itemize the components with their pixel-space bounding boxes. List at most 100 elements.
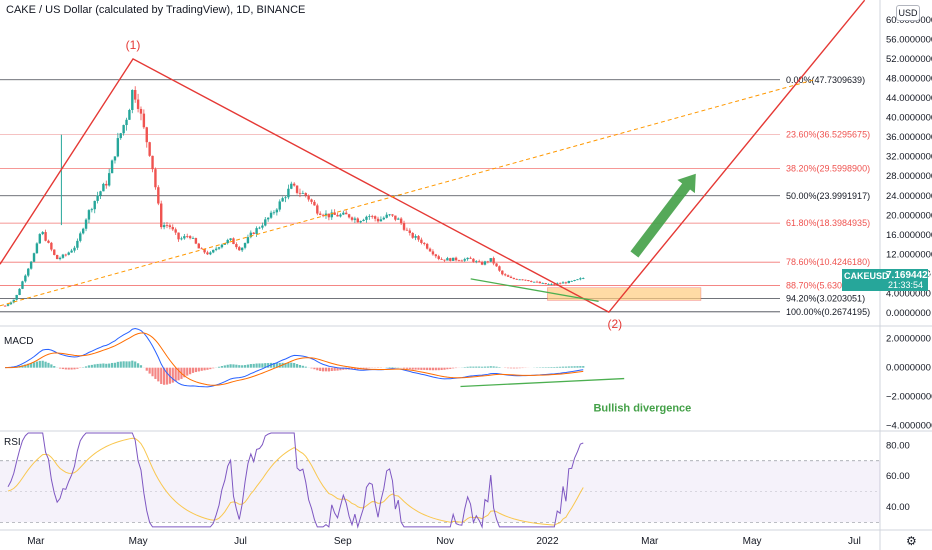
candle-body [168, 225, 172, 228]
candle-body [73, 247, 76, 251]
candle-body [371, 216, 374, 217]
macd-histogram-bar [238, 365, 241, 368]
candle-body [527, 280, 530, 282]
price-y-tick-label: 12.0000000 [886, 249, 932, 260]
candle-body [272, 212, 276, 214]
candle-body [385, 214, 388, 218]
macd-divergence-line [460, 377, 625, 388]
candle-body [310, 199, 313, 202]
candle-body [466, 257, 469, 260]
macd-histogram-bar [365, 367, 368, 369]
macd-histogram-bar [229, 364, 232, 368]
fib-level-label: 88.70%(5.6308000) [786, 281, 865, 291]
candle-body [110, 160, 114, 174]
macd-histogram-bar [582, 366, 585, 368]
candle-body [480, 261, 484, 265]
candle-body [498, 266, 501, 271]
price-y-tick-label: 20.0000000 [886, 210, 932, 221]
candle-body [136, 99, 140, 109]
macd-histogram-bar [163, 367, 166, 385]
candle-body [9, 302, 13, 305]
macd-histogram-bar [116, 361, 119, 368]
macd-histogram-bar [206, 367, 209, 370]
macd-histogram-bar [128, 361, 131, 368]
macd-histogram-bar [475, 366, 478, 368]
candle-body [457, 260, 461, 262]
candle-body [570, 280, 573, 282]
candle-body [316, 205, 319, 214]
candle-body [99, 191, 102, 196]
candle-body [125, 119, 128, 126]
macd-histogram-bar [61, 367, 65, 370]
macd-histogram-bar [183, 367, 186, 378]
macd-histogram-bar [73, 367, 76, 370]
candle-body [79, 233, 82, 241]
macd-histogram-bar [301, 365, 304, 368]
macd-histogram-bar [243, 365, 247, 368]
candle-body [399, 218, 403, 224]
candle-body [582, 278, 585, 279]
candle-body [573, 280, 576, 281]
macd-histogram-bar [174, 367, 177, 382]
settings-gear-icon[interactable]: ⚙ [906, 534, 917, 548]
candle-body [24, 275, 27, 282]
macd-histogram-bar [122, 361, 125, 368]
candle-body [157, 187, 160, 204]
currency-badge[interactable]: USD [896, 5, 920, 21]
candle-body [180, 238, 183, 240]
macd-histogram-bar [388, 367, 391, 368]
x-tick-label: Mar [641, 536, 659, 547]
candle-body [84, 219, 88, 229]
macd-histogram-bar [165, 367, 169, 385]
wave-trough-label: (2) [608, 317, 623, 331]
candle-body [506, 275, 510, 277]
macd-histogram-bar [44, 361, 47, 368]
macd-histogram-bar [324, 367, 328, 372]
fib-level-label: 50.00%(23.9991917) [786, 191, 870, 201]
macd-histogram-bar [570, 366, 573, 368]
candle-body [327, 213, 331, 218]
macd-histogram-bar [313, 367, 316, 370]
candle-body [44, 232, 47, 241]
candle-body [206, 252, 209, 255]
macd-histogram-bar [483, 366, 487, 368]
fib-level-label: 0.00%(47.7309639) [786, 75, 865, 85]
candles-group [3, 86, 585, 307]
candle-body [431, 251, 435, 255]
macd-histogram-bar [151, 367, 154, 377]
macd-histogram-bar [70, 367, 73, 370]
dashed-trendline [0, 79, 814, 307]
candle-body [388, 214, 391, 216]
wave-peak-label: (1) [126, 38, 141, 52]
macd-histogram-bar [246, 364, 250, 368]
candle-body [472, 258, 475, 262]
macd-histogram-bar [232, 364, 235, 368]
x-tick-label: Jul [848, 536, 861, 547]
macd-histogram-bar [119, 361, 122, 368]
candle-body [194, 238, 198, 244]
candle-body [463, 259, 466, 261]
candle-body [148, 142, 151, 156]
macd-histogram-bar [480, 366, 484, 368]
macd-histogram-bar [472, 366, 475, 368]
chart-title: CAKE / US Dollar (calculated by TradingV… [6, 4, 306, 16]
candle-body [165, 225, 169, 226]
fib-level-label: 38.20%(29.5998900) [786, 163, 870, 173]
macd-histogram-bar [102, 363, 105, 368]
macd-histogram-bar [64, 367, 67, 370]
macd-histogram-bar [362, 367, 365, 370]
candle-body [425, 243, 429, 249]
candle-body [90, 209, 94, 211]
candle-body [142, 113, 146, 128]
candle-body [212, 249, 215, 253]
candle-body [191, 238, 195, 239]
macd-histogram-bar [134, 361, 137, 368]
macd-histogram-bar [420, 367, 423, 370]
candle-body [451, 257, 455, 261]
price-y-tick-label: 56.0000000 [886, 34, 932, 45]
candle-body [486, 261, 490, 263]
candle-body [379, 219, 383, 222]
rsi-y-tick-label: 60.00 [886, 471, 910, 482]
macd-histogram-bar [469, 366, 472, 368]
